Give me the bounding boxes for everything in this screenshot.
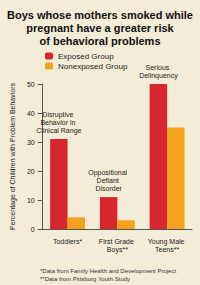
svg-text:10: 10 [27,197,35,204]
svg-text:Boys**: Boys** [107,246,128,254]
svg-text:Disorder: Disorder [95,185,122,192]
svg-text:of behavioral problems: of behavioral problems [39,35,160,47]
svg-text:Oppositional: Oppositional [88,169,129,177]
svg-text:Toddlers*: Toddlers* [53,238,82,245]
svg-text:*Data from Family Health and D: *Data from Family Health and Development… [40,268,176,274]
svg-text:Nonexposed Group: Nonexposed Group [58,62,128,71]
svg-text:Delinquency: Delinquency [139,72,178,80]
svg-text:30: 30 [27,139,35,146]
svg-text:pregnant have a greater risk: pregnant have a greater risk [23,22,176,34]
svg-text:Behavior in: Behavior in [40,119,77,126]
svg-text:First Grade: First Grade [99,238,136,245]
svg-text:50: 50 [27,81,35,88]
svg-text:Teens**: Teens** [155,246,179,253]
svg-text:20: 20 [27,168,35,175]
svg-text:Disruptive: Disruptive [42,111,75,119]
svg-text:Percentage of Children with Pr: Percentage of Children with Problem Beha… [9,82,17,230]
svg-text:Boys whose mothers smoked whil: Boys whose mothers smoked while [7,9,193,21]
svg-text:Clinical Range: Clinical Range [36,127,81,135]
svg-text:Exposed Group: Exposed Group [58,52,114,61]
svg-text:40: 40 [27,110,35,117]
svg-text:Defiant: Defiant [97,177,121,184]
svg-text:**Data from Pittsburg Youth St: **Data from Pittsburg Youth Study [40,276,130,282]
svg-text:0: 0 [31,226,35,233]
svg-text:Young Male: Young Male [148,238,187,246]
svg-text:Serious: Serious [146,64,172,71]
